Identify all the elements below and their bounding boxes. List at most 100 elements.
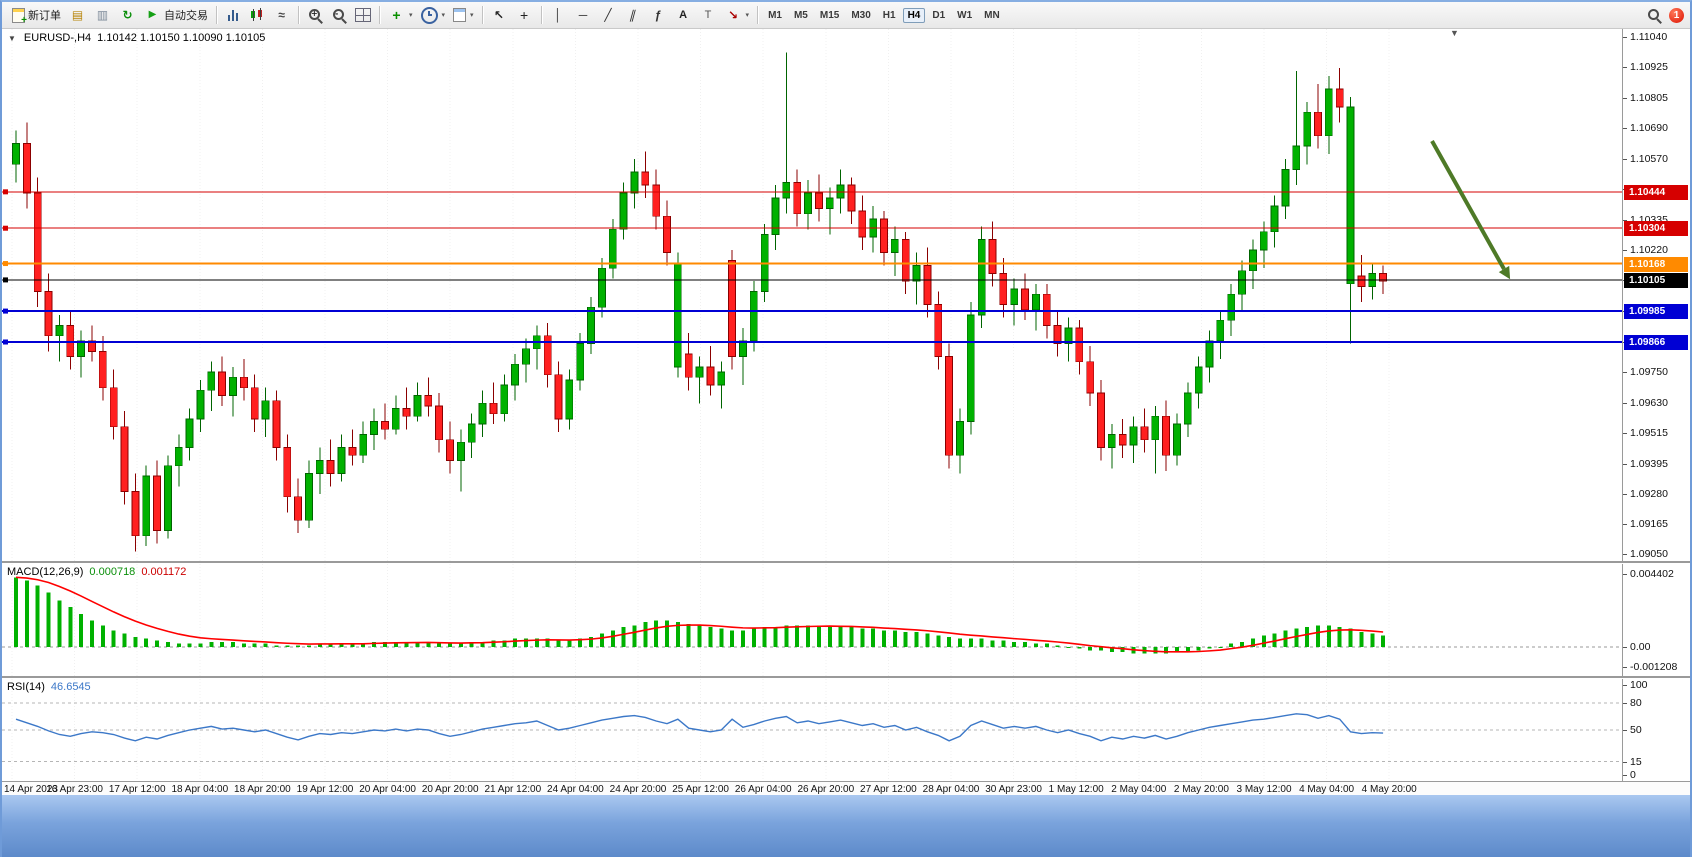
bar-chart-button[interactable] xyxy=(221,6,245,24)
rsi-canvas[interactable] xyxy=(2,679,1622,781)
timeframe-h4[interactable]: H4 xyxy=(902,7,926,23)
candle-bear xyxy=(109,387,118,428)
templates-button[interactable]: ▾ xyxy=(449,7,478,23)
timeframe-d1[interactable]: D1 xyxy=(932,9,946,21)
macd-bar xyxy=(1077,646,1082,649)
macd-bar xyxy=(675,622,680,647)
price-chart-panel[interactable]: 1.11040 1.10925 1.10805 1.10690 1.10570 1.104… xyxy=(2,28,1690,561)
vertical-line-icon xyxy=(550,7,567,24)
timeframe-mn[interactable]: MN xyxy=(984,9,1000,21)
line-chart-button[interactable] xyxy=(269,6,294,25)
candle-bull xyxy=(12,143,20,165)
candle-bull xyxy=(207,371,216,391)
chart-shift-marker[interactable]: ▼ xyxy=(1450,28,1459,38)
macd-panel[interactable]: 0.004402 0.00 -0.001208 MACD(12,26,9) 0.00… xyxy=(2,564,1690,676)
timeframe-h1[interactable]: H1 xyxy=(882,9,896,21)
candle-bear xyxy=(543,335,552,376)
horizontal-line-button[interactable] xyxy=(571,6,596,25)
timeframe-m5[interactable]: M5 xyxy=(793,9,808,21)
macd-bar xyxy=(740,630,745,647)
time-label: 18 Apr 20:00 xyxy=(234,784,291,795)
periods-button[interactable]: ▾ xyxy=(417,6,450,25)
refresh-button[interactable] xyxy=(115,6,140,25)
macd-bar xyxy=(1033,643,1038,647)
indicators-button[interactable]: ▾ xyxy=(384,6,417,25)
candle-bear xyxy=(33,192,42,293)
channel-button[interactable] xyxy=(621,6,646,25)
macd-axis-label: 0.00 xyxy=(1630,640,1651,653)
candle-bull xyxy=(804,192,812,215)
crosshair-button[interactable] xyxy=(512,6,537,25)
price-chart-canvas[interactable] xyxy=(2,29,1622,561)
timeframe-w1[interactable]: W1 xyxy=(957,9,973,21)
candle-bear xyxy=(402,408,411,417)
macd-bar xyxy=(1185,646,1190,652)
tile-windows-button[interactable] xyxy=(351,7,375,23)
panel-splitter[interactable] xyxy=(2,676,1690,679)
text-button[interactable] xyxy=(671,6,696,25)
vertical-line-button[interactable] xyxy=(546,6,571,25)
chevron-down-icon: ▾ xyxy=(441,12,446,19)
label-button[interactable] xyxy=(696,6,721,25)
cursor-button[interactable] xyxy=(487,6,512,25)
time-label: 27 Apr 12:00 xyxy=(860,784,917,795)
macd-canvas[interactable] xyxy=(2,564,1622,676)
zoom-out-button[interactable]: - xyxy=(327,6,351,24)
macd-bar xyxy=(665,620,669,647)
macd-bar xyxy=(1294,628,1299,647)
macd-bar xyxy=(274,645,279,647)
macd-bar xyxy=(328,643,333,647)
macd-bar xyxy=(252,643,257,647)
timeframe-m15[interactable]: M15 xyxy=(819,9,840,21)
price-axis[interactable]: 1.11040 1.10925 1.10805 1.10690 1.10570 1.104… xyxy=(1622,29,1690,561)
rsi-panel[interactable]: 100 80 50 15 0 RSI(14) 46.6545 xyxy=(2,679,1690,781)
candle-bull xyxy=(77,340,85,357)
macd-bar xyxy=(816,625,821,647)
label-icon xyxy=(700,7,717,24)
macd-bar xyxy=(1207,646,1212,649)
axis-tick xyxy=(1623,220,1627,222)
trendline-button[interactable] xyxy=(596,6,621,25)
new-chart-button[interactable] xyxy=(65,6,90,25)
search-icon[interactable] xyxy=(1646,7,1662,23)
zoom-in-button[interactable]: + xyxy=(303,6,327,24)
candle-bull xyxy=(825,197,834,209)
candle-bull xyxy=(717,371,726,386)
price-axis-label: 1.09395 xyxy=(1630,458,1668,471)
macd-bar xyxy=(144,638,149,647)
price-line-tag: 1.09866 xyxy=(1624,335,1688,350)
macd-axis[interactable]: 0.004402 0.00 -0.001208 xyxy=(1622,564,1690,676)
arrows-button[interactable]: ▾ xyxy=(721,6,754,25)
macd-bar xyxy=(643,622,648,647)
macd-bar xyxy=(947,637,952,647)
chart-window: 1.11040 1.10925 1.10805 1.10690 1.10570 1.104… xyxy=(2,28,1690,799)
new-order-button[interactable]: 新订单 xyxy=(8,6,65,26)
candle-bull xyxy=(1249,249,1257,272)
profiles-button[interactable] xyxy=(90,6,115,25)
time-axis[interactable]: 14 Apr 2023 16 Apr 23:00 17 Apr 12:00 18 Ap… xyxy=(2,781,1690,799)
toolbar-separator xyxy=(540,6,542,24)
timeframe-m30[interactable]: M30 xyxy=(851,9,871,21)
candle-bull xyxy=(1129,426,1138,446)
one-click-trading-icon[interactable]: ▼ xyxy=(8,33,16,43)
fibonacci-button[interactable] xyxy=(646,6,671,25)
time-label: 24 Apr 04:00 xyxy=(547,784,604,795)
rsi-axis[interactable]: 100 80 50 15 0 xyxy=(1622,679,1690,781)
notifications-badge[interactable]: 1 xyxy=(1669,7,1684,23)
macd-signal-line xyxy=(15,576,1384,653)
zoom-in-icon: + xyxy=(307,7,323,23)
timeframe-m1[interactable]: M1 xyxy=(768,9,782,21)
candlestick-button[interactable] xyxy=(245,6,269,24)
hline-handle xyxy=(3,277,8,283)
autotrading-button[interactable]: 自动交易 xyxy=(140,6,212,25)
hline-handle xyxy=(3,225,8,231)
trend-arrow xyxy=(1430,140,1506,270)
panel-splitter[interactable] xyxy=(2,561,1690,564)
macd-bar xyxy=(599,633,604,647)
macd-bar xyxy=(220,642,225,647)
toolbar-separator xyxy=(379,6,380,24)
candle-bull xyxy=(576,343,585,381)
candle-bull xyxy=(55,324,64,337)
candle-bear xyxy=(652,184,661,217)
macd-bar xyxy=(187,643,192,647)
